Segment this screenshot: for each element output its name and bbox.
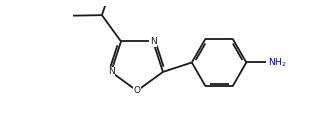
Text: O: O	[134, 86, 141, 95]
Text: NH$_2$: NH$_2$	[268, 56, 287, 69]
Text: N: N	[108, 67, 114, 76]
Text: N: N	[150, 37, 156, 46]
